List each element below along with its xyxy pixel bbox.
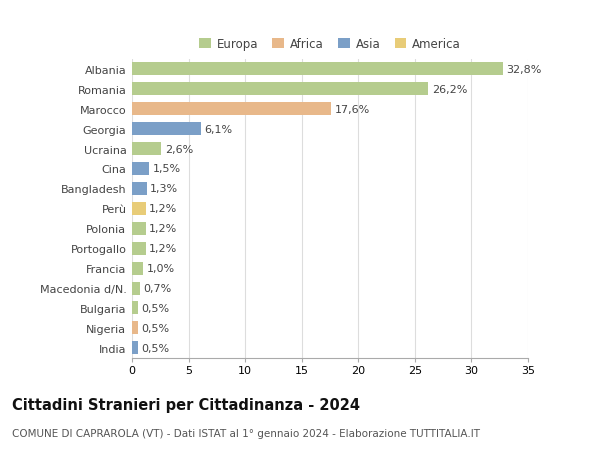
Text: 0,5%: 0,5% xyxy=(141,343,169,353)
Text: 0,7%: 0,7% xyxy=(143,283,172,293)
Bar xyxy=(132,83,428,96)
Bar xyxy=(132,222,146,235)
Bar xyxy=(132,262,143,275)
Bar xyxy=(132,123,201,136)
Bar xyxy=(132,63,503,76)
Text: 6,1%: 6,1% xyxy=(205,124,233,134)
Bar xyxy=(132,202,146,215)
Legend: Europa, Africa, Asia, America: Europa, Africa, Asia, America xyxy=(197,36,463,53)
Text: 2,6%: 2,6% xyxy=(165,144,193,154)
Text: 32,8%: 32,8% xyxy=(506,65,542,75)
Text: 1,0%: 1,0% xyxy=(147,263,175,274)
Bar xyxy=(132,302,137,315)
Bar xyxy=(132,282,140,295)
Bar xyxy=(132,103,331,116)
Text: Cittadini Stranieri per Cittadinanza - 2024: Cittadini Stranieri per Cittadinanza - 2… xyxy=(12,397,360,412)
Text: 26,2%: 26,2% xyxy=(432,84,467,95)
Bar xyxy=(132,162,149,175)
Text: 0,5%: 0,5% xyxy=(141,303,169,313)
Text: 1,2%: 1,2% xyxy=(149,244,177,254)
Bar xyxy=(132,183,147,196)
Text: 0,5%: 0,5% xyxy=(141,323,169,333)
Text: 1,2%: 1,2% xyxy=(149,204,177,214)
Bar xyxy=(132,143,161,156)
Bar xyxy=(132,242,146,255)
Bar xyxy=(132,341,137,354)
Text: 1,5%: 1,5% xyxy=(152,164,181,174)
Text: 1,2%: 1,2% xyxy=(149,224,177,234)
Text: 17,6%: 17,6% xyxy=(335,104,370,114)
Bar xyxy=(132,322,137,335)
Text: 1,3%: 1,3% xyxy=(150,184,178,194)
Text: COMUNE DI CAPRAROLA (VT) - Dati ISTAT al 1° gennaio 2024 - Elaborazione TUTTITAL: COMUNE DI CAPRAROLA (VT) - Dati ISTAT al… xyxy=(12,428,480,438)
